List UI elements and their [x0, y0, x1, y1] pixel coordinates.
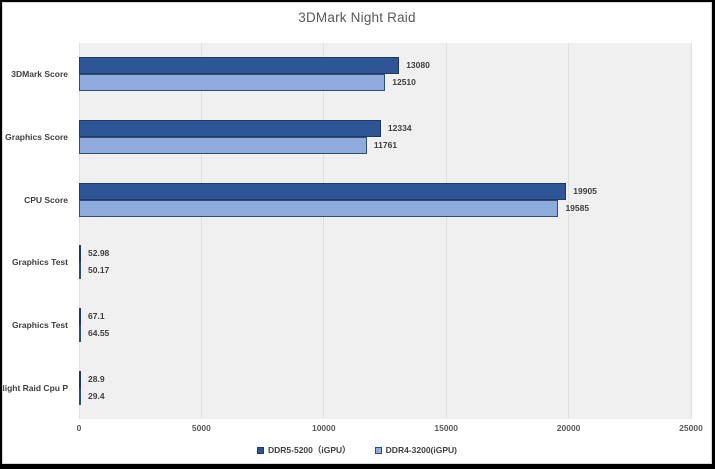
category-label: CPU Score	[24, 194, 68, 205]
gridline	[78, 43, 80, 419]
x-tick-label: 0	[76, 423, 82, 433]
plot-area: 13080 12510 12334 11761 19905 19585 52.98 50.17…	[78, 43, 692, 419]
bar-value-label: 50.17	[88, 265, 110, 276]
bar	[79, 120, 381, 137]
bar	[79, 137, 367, 154]
category-row: 52.98 50.17	[79, 231, 691, 294]
bar-value-label: 12510	[392, 77, 416, 88]
value-axis: 0 5000 10000 15000 20000 25000	[76, 423, 703, 435]
category-label: Graphics Test	[11, 320, 68, 331]
bar	[79, 245, 81, 263]
chart-title: 3DMark Night Raid	[298, 10, 416, 25]
legend-label: DDR4-3200(iGPU)	[385, 445, 457, 455]
category-label: Night Raid Cpu P	[2, 382, 68, 393]
bar	[79, 199, 559, 217]
category-row: 19905 19585	[79, 168, 691, 231]
category-label: Graphics Score	[5, 132, 68, 142]
x-tick-label: 25000	[679, 423, 703, 433]
bar-line: 19905	[79, 182, 691, 200]
bar-line: 13080	[79, 57, 691, 75]
bar-value-label: 19585	[565, 202, 590, 213]
bar-value-label: 19905	[573, 185, 597, 196]
bar-line: 19585	[79, 199, 691, 217]
bar-line: 11761	[79, 137, 691, 154]
legend-marker-icon	[257, 446, 264, 454]
x-tick-label: 15000	[434, 423, 459, 433]
bar-line: 52.98	[79, 245, 691, 263]
bar	[79, 370, 81, 388]
bar	[79, 74, 386, 92]
gridline	[568, 43, 570, 419]
legend-item: DDR4-3200(iGPU)	[374, 445, 457, 455]
category-row: 67.1 64.55	[79, 294, 691, 357]
bar	[79, 57, 400, 75]
category-row: 13080 12510	[79, 43, 691, 106]
bar-line: 50.17	[79, 262, 691, 280]
legend-label: DDR5-5200（iGPU）	[268, 445, 351, 455]
chart-canvas: 3DMark Night Raid 13080 12510 12334 11761 19…	[2, 2, 712, 464]
bar	[79, 387, 81, 405]
bar-value-label: 64.55	[88, 328, 110, 339]
bar	[79, 308, 81, 326]
bar-line: 67.1	[79, 308, 691, 326]
category-row: 12334 11761	[79, 106, 691, 169]
bar-value-label: 12334	[387, 123, 412, 133]
bar-value-label: 67.1	[88, 311, 105, 322]
category-label: Graphics Test	[11, 257, 68, 268]
x-tick-label: 20000	[556, 423, 581, 433]
bar-value-label: 13080	[406, 60, 430, 71]
gridline	[445, 43, 447, 419]
bar-value-label: 29.4	[88, 390, 105, 401]
bar-value-label: 52.98	[88, 248, 110, 259]
bar-line: 64.55	[79, 325, 691, 343]
bar-line: 29.4	[79, 387, 691, 405]
bar	[79, 325, 81, 343]
bar-value-label: 28.9	[88, 373, 105, 384]
bar-value-label: 11761	[373, 140, 398, 150]
legend-marker-icon	[374, 446, 382, 454]
category-row: 28.9 29.4	[79, 356, 691, 419]
bar-line: 12334	[79, 120, 691, 137]
bar-rows: 13080 12510 12334 11761 19905 19585 52.98 50.17…	[79, 43, 691, 419]
category-axis: 3DMark Score Graphics Score CPU Score Graph…	[3, 43, 73, 419]
gridline	[690, 43, 692, 419]
gridline	[323, 43, 325, 419]
bar	[79, 182, 567, 200]
bar-line: 12510	[79, 74, 691, 92]
category-label: 3DMark Score	[11, 69, 68, 80]
gridline	[200, 43, 202, 419]
bar	[79, 262, 81, 280]
bar-line: 28.9	[79, 370, 691, 388]
legend-item: DDR5-5200（iGPU）	[257, 444, 351, 456]
x-tick-label: 5000	[191, 423, 211, 433]
x-tick-label: 10000	[311, 423, 336, 433]
legend: DDR5-5200（iGPU） DDR4-3200(iGPU)	[3, 444, 711, 456]
